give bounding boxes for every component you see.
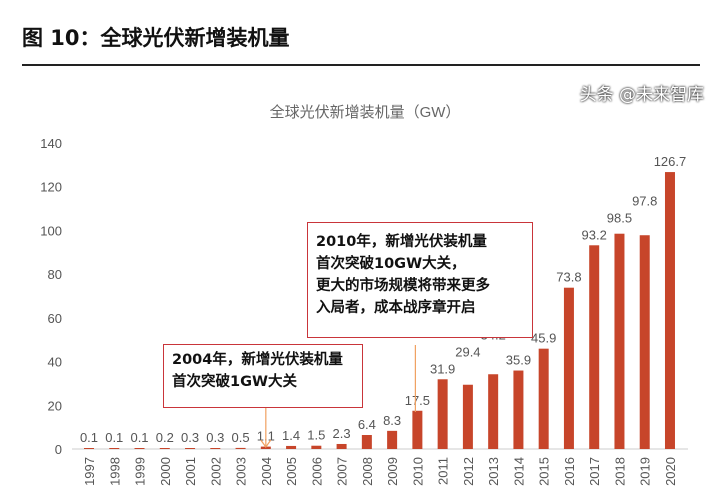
data-label: 1.4 <box>282 428 300 443</box>
watermark: 头条 @未来智库 <box>579 85 704 105</box>
x-tick-label: 2001 <box>183 457 198 486</box>
x-tick-label: 2020 <box>663 457 678 486</box>
x-tick-label: 2009 <box>385 457 400 486</box>
bar <box>109 448 120 449</box>
y-tick-label: 20 <box>48 398 62 413</box>
bar <box>134 448 145 449</box>
bar <box>488 374 499 449</box>
data-label: 0.1 <box>130 430 148 445</box>
bar <box>563 287 574 449</box>
annotation-2010: 2010年，新增光伏装机量 首次突破10GW大关， 更大的市场规模将带来更多 入… <box>307 222 533 338</box>
x-tick-label: 2000 <box>158 457 173 486</box>
bar <box>639 235 650 449</box>
title-divider <box>22 64 700 66</box>
x-tick-label: 2007 <box>335 457 350 486</box>
x-tick-label: 2012 <box>461 457 476 486</box>
bar <box>538 348 549 449</box>
annotation-line: 入局者，成本战序章开启 <box>316 300 476 316</box>
annotation-line: 更大的市场规模将带来更多 <box>316 278 490 294</box>
data-label: 0.3 <box>181 430 199 445</box>
bar <box>235 447 246 449</box>
bar <box>664 172 675 449</box>
data-label: 35.9 <box>506 353 531 368</box>
data-label: 93.2 <box>582 227 607 242</box>
figure-title: 图 10：全球光伏新增装机量 <box>22 26 290 50</box>
bar <box>437 379 448 449</box>
data-label: 0.3 <box>206 430 224 445</box>
x-tick-label: 1999 <box>133 457 148 486</box>
x-tick-label: 2002 <box>208 457 223 486</box>
bar <box>412 410 423 449</box>
bar <box>513 370 524 449</box>
bar <box>84 448 94 449</box>
data-label: 29.4 <box>455 344 480 359</box>
bar <box>614 233 625 449</box>
bar <box>336 443 347 449</box>
bar <box>387 430 398 449</box>
data-label: 0.1 <box>105 430 123 445</box>
data-label: 2.3 <box>333 426 351 441</box>
data-label: 31.9 <box>430 361 455 376</box>
x-tick-label: 2019 <box>638 457 653 486</box>
bar <box>311 445 322 449</box>
x-tick-label: 1997 <box>82 457 97 486</box>
y-tick-label: 0 <box>55 442 62 457</box>
x-tick-label: 2016 <box>562 457 577 486</box>
bar <box>286 445 297 449</box>
data-label: 126.7 <box>654 154 687 169</box>
x-tick-label: 2006 <box>309 457 324 486</box>
y-tick-label: 60 <box>48 311 62 326</box>
x-tick-label: 1998 <box>107 457 122 486</box>
data-label: 73.8 <box>556 270 581 285</box>
bar <box>210 448 221 449</box>
chart-title: 全球光伏新增装机量（GW） <box>270 103 461 121</box>
data-label: 98.5 <box>607 210 632 225</box>
y-tick-label: 140 <box>40 136 62 151</box>
y-tick-label: 120 <box>40 180 62 195</box>
arrow-head-icon <box>260 439 272 449</box>
x-tick-label: 2013 <box>486 457 501 486</box>
bar <box>462 384 473 449</box>
x-tick-label: 2015 <box>537 457 552 486</box>
annotation-line: 2004年，新增光伏装机量 <box>172 352 343 368</box>
x-tick-label: 2018 <box>612 457 627 486</box>
bar <box>589 245 600 449</box>
y-tick-label: 80 <box>48 267 62 282</box>
data-label: 0.1 <box>80 430 98 445</box>
x-tick-label: 2017 <box>587 457 602 486</box>
x-tick-label: 2014 <box>511 457 526 486</box>
data-label: 1.5 <box>307 428 325 443</box>
x-tick-label: 2011 <box>436 457 451 485</box>
data-label: 0.5 <box>232 430 250 445</box>
x-tick-label: 2010 <box>410 457 425 486</box>
data-label: 97.8 <box>632 193 657 208</box>
bar <box>185 448 196 449</box>
annotation-line: 2010年，新增光伏装机量 <box>316 234 487 250</box>
x-tick-label: 2008 <box>360 457 375 486</box>
data-label: 17.5 <box>405 393 430 408</box>
annotation-line: 首次突破1GW大关 <box>172 374 297 390</box>
bar <box>159 448 170 449</box>
data-label: 0.2 <box>156 430 174 445</box>
x-tick-label: 2005 <box>284 457 299 486</box>
data-label: 6.4 <box>358 417 376 432</box>
y-tick-label: 100 <box>40 223 62 238</box>
x-tick-label: 2003 <box>234 457 249 486</box>
data-label: 45.9 <box>531 331 556 346</box>
x-tick-label: 2004 <box>259 457 274 486</box>
bar <box>361 435 372 449</box>
annotation-line: 首次突破10GW大关， <box>316 256 466 272</box>
y-tick-label: 40 <box>48 355 62 370</box>
data-label: 8.3 <box>383 413 401 428</box>
annotation-2004: 2004年，新增光伏装机量 首次突破1GW大关 <box>163 344 363 408</box>
